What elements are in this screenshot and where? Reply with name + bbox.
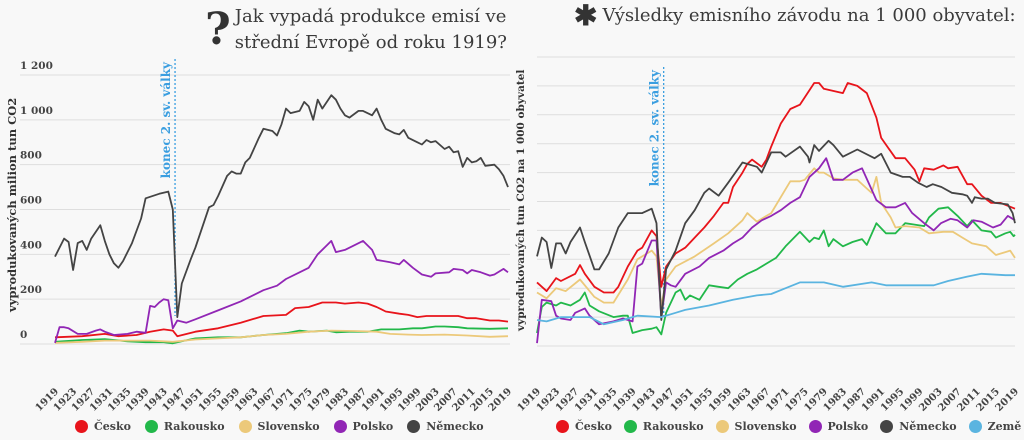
legend-label: Země	[987, 420, 1022, 433]
legend-label: Slovensko	[734, 420, 797, 433]
legend-label: Polsko	[352, 420, 394, 433]
legend-label: Česko	[94, 420, 131, 433]
war-end-marker-label: konec 2. sv. války	[159, 61, 173, 178]
legend-item-zeme[interactable]: Země	[968, 420, 1022, 433]
legend-item-cesko[interactable]: Česko	[556, 420, 612, 433]
war-end-marker-label: konec 2. sv. války	[648, 69, 662, 186]
legend-dot-icon	[144, 420, 158, 433]
legend-label: Rakousko	[642, 420, 704, 433]
series-line-Polsko	[54, 240, 509, 344]
question-mark-icon: ?	[205, 4, 231, 55]
left-title-line1: Jak vypadá produkce emisí ve	[234, 6, 507, 27]
series-line-Slovensko	[54, 329, 509, 344]
series-line-Země	[536, 272, 1015, 326]
legend-item-nemecko[interactable]: Německo	[407, 420, 484, 433]
legend-item-polsko[interactable]: Polsko	[333, 420, 394, 433]
asterisk-icon: ✱	[574, 0, 598, 32]
legend-dot-icon	[407, 420, 421, 433]
right-title-text: Výsledky emisního závodu na 1 000 obyvat…	[602, 5, 1016, 26]
series-line-Rakousko	[536, 206, 1016, 336]
y-tick-label: 0	[20, 329, 27, 341]
series-line-Slovensko	[536, 167, 1016, 308]
legend-dot-icon	[623, 420, 637, 433]
left-title-line2: střední Evropě od roku 1919?	[234, 32, 507, 53]
left-y-axis-label: vyprodukovaných milion tun CO2	[5, 97, 19, 312]
series-line-Německo	[54, 94, 509, 318]
legend-item-rakousko[interactable]: Rakousko	[144, 420, 225, 433]
legend-dot-icon	[556, 420, 569, 433]
series-line-Česko	[536, 82, 1016, 294]
y-tick-label: 600	[20, 195, 42, 207]
y-tick-label: 800	[20, 150, 42, 162]
legend-dot-icon	[715, 420, 729, 433]
legend-dot-icon	[333, 420, 347, 433]
series-line-Česko	[54, 301, 509, 339]
legend-item-rakousko[interactable]: Rakousko	[623, 420, 704, 433]
legend-label: Slovensko	[257, 420, 320, 433]
y-tick-label: 1 200	[20, 60, 53, 72]
legend-dot-icon	[808, 420, 822, 433]
legend-label: Rakousko	[163, 420, 225, 433]
legend-label: Německo	[899, 420, 957, 433]
left-legend: Česko Rakousko Slovensko Polsko Německo	[75, 420, 484, 433]
right-legend: Česko Rakousko Slovensko Polsko Německo …	[556, 420, 1021, 433]
left-chart-title: ? Jak vypadá produkce emisí ve střední E…	[205, 4, 507, 56]
legend-label: Německo	[426, 420, 484, 433]
y-tick-label: 200	[20, 284, 42, 296]
legend-dot-icon	[880, 420, 894, 433]
right-chart-per-capita-emissions: 1919192319271931193519391943194719511955…	[516, 56, 1021, 414]
legend-dot-icon	[968, 420, 982, 433]
legend-dot-icon	[238, 420, 252, 433]
legend-item-slovensko[interactable]: Slovensko	[715, 420, 797, 433]
legend-item-cesko[interactable]: Česko	[75, 420, 131, 433]
legend-label: Česko	[575, 420, 612, 433]
right-y-axis-label: vyprodukovaných tun CO2 na 1 000 obyvate…	[515, 69, 527, 331]
legend-item-slovensko[interactable]: Slovensko	[238, 420, 320, 433]
legend-dot-icon	[75, 420, 88, 433]
y-tick-label: 400	[20, 239, 42, 251]
y-tick-label: 1 000	[20, 105, 53, 117]
right-chart-title: ✱ Výsledky emisního závodu na 1 000 obyv…	[574, 0, 1016, 32]
legend-label: Polsko	[827, 420, 869, 433]
legend-item-nemecko[interactable]: Německo	[880, 420, 957, 433]
series-line-Německo	[536, 139, 1016, 321]
legend-item-polsko[interactable]: Polsko	[808, 420, 869, 433]
